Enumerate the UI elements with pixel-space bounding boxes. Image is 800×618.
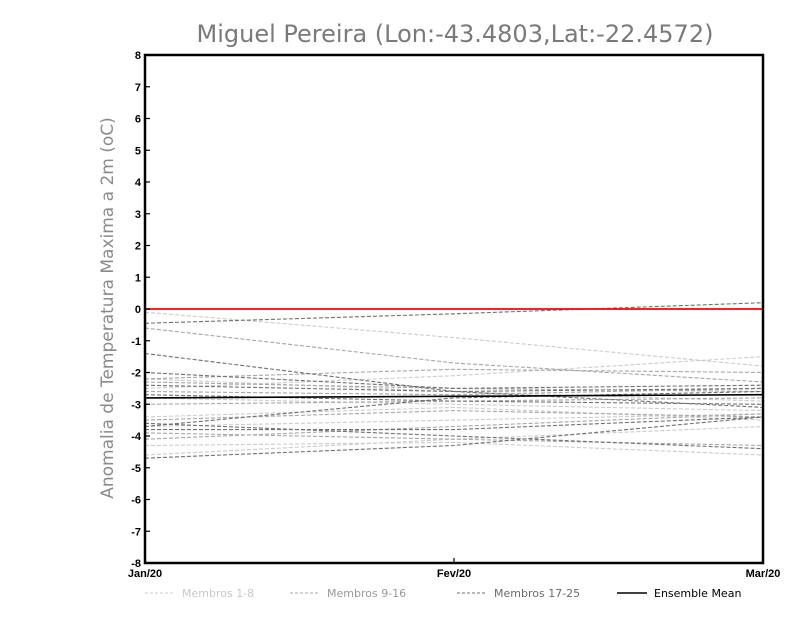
member-line-4: [144, 413, 764, 428]
y-tick-label: -6: [131, 495, 141, 507]
y-tick-label: -8: [131, 558, 141, 570]
y-tick-label: -3: [131, 399, 141, 411]
y-tick-label: -7: [131, 526, 141, 538]
member-line-24: [144, 422, 764, 450]
member-line-2: [144, 397, 764, 412]
y-tick-label: -1: [131, 336, 141, 348]
member-line-22: [145, 416, 764, 431]
series-layer: [144, 302, 764, 459]
member-line-21: [144, 390, 764, 428]
y-tick-label: 6: [135, 114, 141, 126]
member-line-17: [144, 352, 764, 408]
y-tick-label: 0: [135, 304, 141, 316]
chart-title: Miguel Pereira (Lon:-43.4803,Lat:-22.457…: [197, 20, 714, 48]
member-line-23: [144, 416, 764, 459]
member-line-13: [144, 432, 764, 447]
y-tick-label: -4: [131, 431, 142, 443]
y-tick-label: 8: [135, 50, 141, 62]
member-line-19: [144, 384, 764, 393]
x-tick-label: Fev/20: [437, 568, 471, 580]
y-axis-label: Anomalia de Temperatura Maxima a 2m (oC): [98, 117, 118, 499]
member-line-15: [144, 368, 764, 380]
x-tick-label: Mar/20: [746, 568, 781, 580]
y-tick-label: 3: [135, 209, 141, 221]
y-tick-label: -5: [131, 463, 141, 475]
member-line-5: [144, 441, 764, 456]
legend-label: Membros 17-25: [494, 587, 580, 600]
x-tick-label: Jan/20: [128, 568, 162, 580]
member-line-14: [144, 413, 764, 440]
y-tick-label: 4: [135, 177, 142, 189]
y-tick-label: 1: [135, 272, 141, 284]
legend-label: Membros 1-8: [182, 587, 254, 600]
y-axis-ticks: 8 7 6 5 4 3 2 1 0 -1 -2 -3 -4 -5 -6 -7 -8: [131, 50, 150, 570]
member-line-16: [144, 302, 764, 324]
y-tick-label: 5: [135, 145, 141, 157]
y-tick-label: -2: [131, 368, 141, 380]
legend: Membros 1-8 Membros 9-16 Membros 17-25 Ense…: [145, 587, 741, 600]
member-line-3: [144, 406, 764, 421]
ensemble-mean-line: [144, 393, 764, 399]
member-line-8: [144, 327, 764, 383]
member-line-10: [144, 387, 764, 396]
legend-label: Ensemble Mean: [654, 587, 741, 600]
y-tick-label: 7: [135, 82, 141, 94]
y-tick-label: 2: [135, 241, 141, 253]
member-line-12: [144, 410, 764, 421]
legend-label: Membros 9-16: [327, 587, 406, 600]
x-axis-ticks: Jan/20 Fev/20 Mar/20: [128, 558, 781, 580]
member-line-18: [144, 371, 764, 389]
